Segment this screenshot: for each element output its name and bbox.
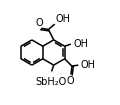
Text: O: O [36,18,43,28]
Text: OH: OH [74,39,89,49]
Text: OH: OH [55,14,70,24]
Text: SbH₂O: SbH₂O [35,77,66,87]
Text: O: O [66,76,74,86]
Text: OH: OH [81,60,96,70]
